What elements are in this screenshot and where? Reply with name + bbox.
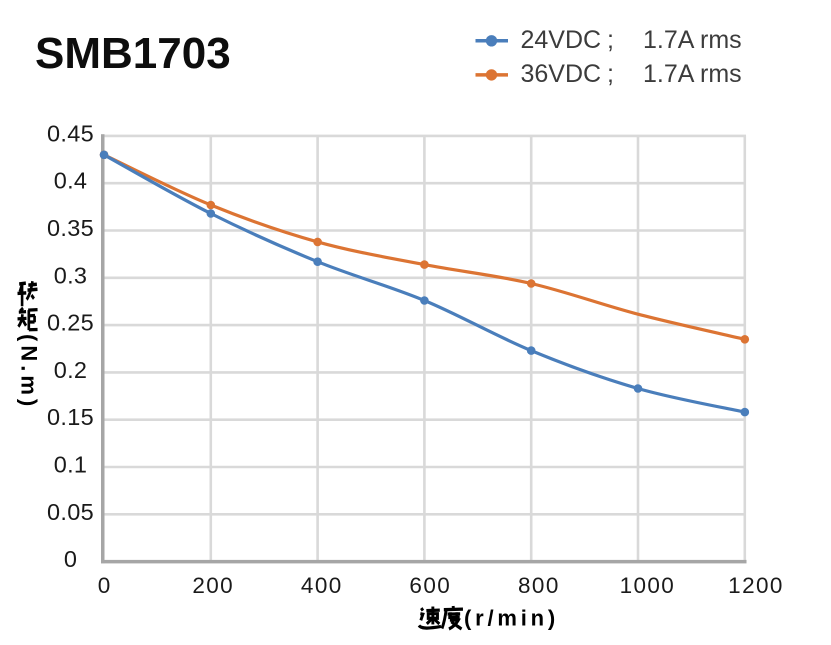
svg-text:0.4: 0.4 — [54, 168, 88, 194]
svg-text:0: 0 — [98, 573, 112, 598]
svg-text:0.25: 0.25 — [47, 310, 94, 336]
svg-text:SMB1703: SMB1703 — [35, 29, 231, 78]
svg-text:1000: 1000 — [620, 573, 676, 598]
svg-text:0.2: 0.2 — [54, 357, 88, 383]
svg-text:200: 200 — [192, 573, 234, 598]
svg-text:600: 600 — [409, 573, 451, 598]
svg-text:0.05: 0.05 — [47, 499, 94, 525]
svg-text:1.7A rms: 1.7A rms — [643, 60, 742, 88]
svg-text:24VDC: 24VDC — [521, 26, 602, 54]
svg-text:0.1: 0.1 — [54, 452, 88, 478]
svg-text:0: 0 — [64, 546, 77, 572]
svg-text:0.3: 0.3 — [54, 262, 88, 288]
svg-text:;: ; — [607, 60, 614, 88]
svg-text:0.35: 0.35 — [47, 215, 94, 241]
svg-text:;: ; — [607, 26, 614, 54]
svg-text:(N.m): (N.m) — [17, 334, 42, 410]
svg-text:1200: 1200 — [728, 573, 784, 598]
svg-text:0.45: 0.45 — [47, 120, 94, 146]
svg-text:(r/min): (r/min) — [464, 606, 559, 631]
svg-text:800: 800 — [518, 573, 560, 598]
svg-text:1.7A rms: 1.7A rms — [643, 26, 742, 54]
svg-text:400: 400 — [301, 573, 343, 598]
svg-text:36VDC: 36VDC — [521, 60, 602, 88]
svg-text:0.15: 0.15 — [47, 404, 94, 430]
